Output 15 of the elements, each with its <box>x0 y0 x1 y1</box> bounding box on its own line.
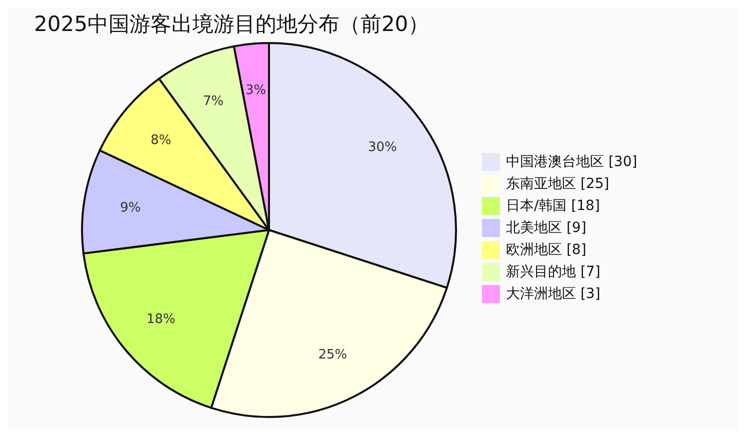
data-label: 8% <box>150 133 172 148</box>
data-label: 30% <box>368 140 397 156</box>
legend-label: 北美地区 [9] <box>506 219 586 237</box>
data-label: 7% <box>202 94 224 109</box>
data-label: 9% <box>120 200 141 216</box>
legend-label: 中国港澳台地区 [30] <box>506 153 638 171</box>
data-label: 25% <box>318 347 348 362</box>
legend-label: 东南亚地区 [25] <box>506 175 610 193</box>
legend-label: 大洋洲地区 [3] <box>506 285 600 303</box>
legend-label: 欧洲地区 [8] <box>506 241 586 259</box>
data-label: 3% <box>245 82 266 98</box>
legend-label: 新兴目的地 [7] <box>506 263 600 281</box>
chart-title: 2025中国游客出境游目的地分布（前20） <box>34 11 430 38</box>
data-label: 18% <box>146 312 176 327</box>
legend-label: 日本/韩国 [18] <box>506 197 600 215</box>
